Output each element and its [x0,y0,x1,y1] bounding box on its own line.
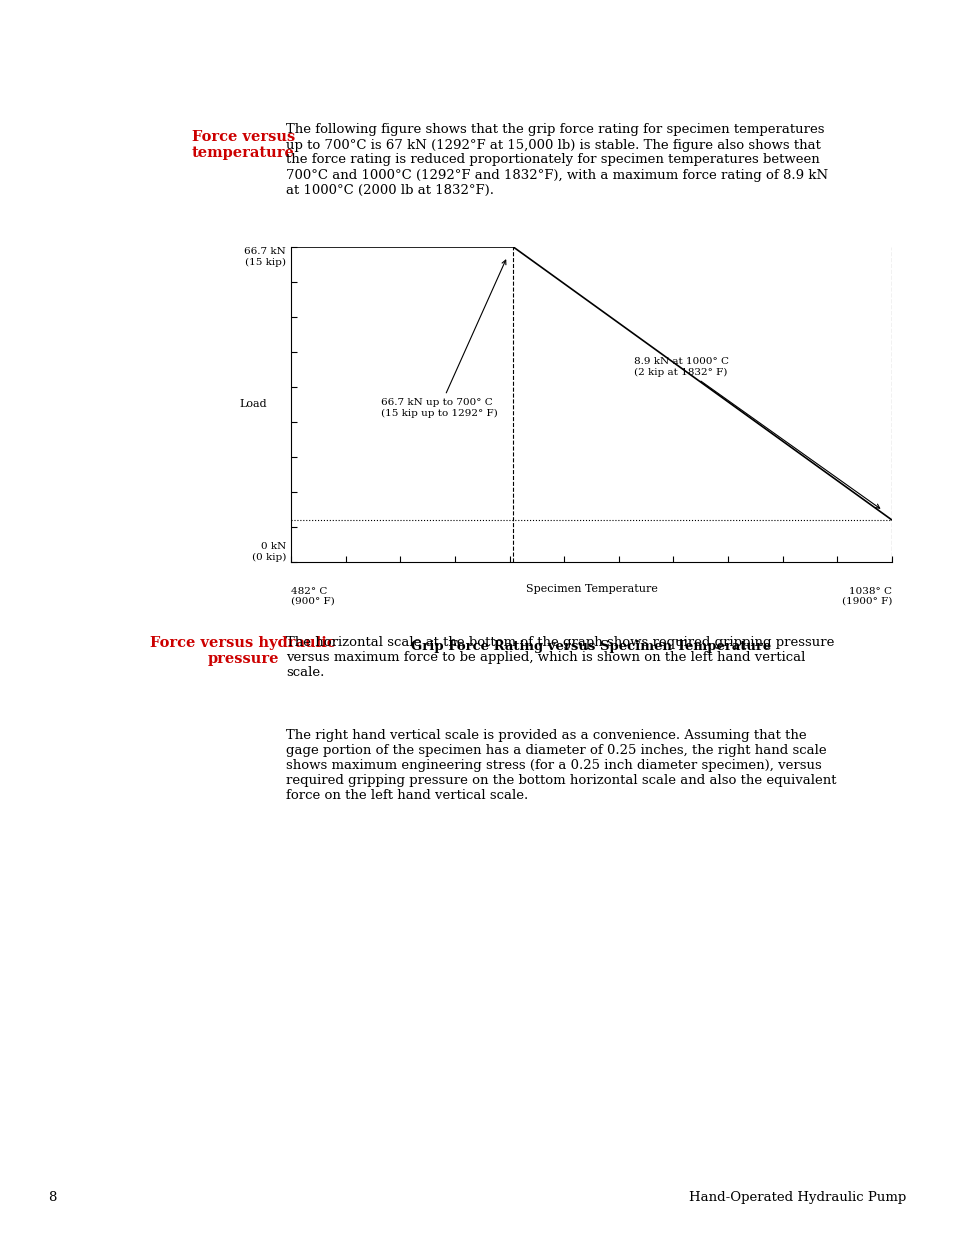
Text: Grip Force Rating versus Specimen Temperature: Grip Force Rating versus Specimen Temper… [411,640,771,653]
Text: 66.7 kN
(15 kip): 66.7 kN (15 kip) [244,247,286,267]
Text: 482° C
(900° F): 482° C (900° F) [291,587,335,606]
Text: Specimen Temperature: Specimen Temperature [525,584,657,594]
Text: The right hand vertical scale is provided as a convenience. Assuming that the
ga: The right hand vertical scale is provide… [286,729,836,802]
Text: 1038° C
(1900° F): 1038° C (1900° F) [841,587,891,606]
Text: 66.7 kN up to 700° C
(15 kip up to 1292° F): 66.7 kN up to 700° C (15 kip up to 1292°… [380,261,505,417]
Text: 0 kN
(0 kip): 0 kN (0 kip) [252,542,286,562]
Text: The horizontal scale at the bottom of the graph shows required gripping pressure: The horizontal scale at the bottom of th… [286,636,834,679]
Text: Force versus
temperature: Force versus temperature [192,130,294,159]
Text: 8: 8 [48,1191,56,1204]
Text: 8.9 kN at 1000° C
(2 kip at 1832° F): 8.9 kN at 1000° C (2 kip at 1832° F) [633,357,879,509]
Text: The following figure shows that the grip force rating for specimen temperatures
: The following figure shows that the grip… [286,124,827,196]
Text: Load: Load [239,399,267,410]
Text: Hand-Operated Hydraulic Pump: Hand-Operated Hydraulic Pump [688,1191,905,1204]
Text: Force versus hydraulic
pressure: Force versus hydraulic pressure [151,636,335,666]
